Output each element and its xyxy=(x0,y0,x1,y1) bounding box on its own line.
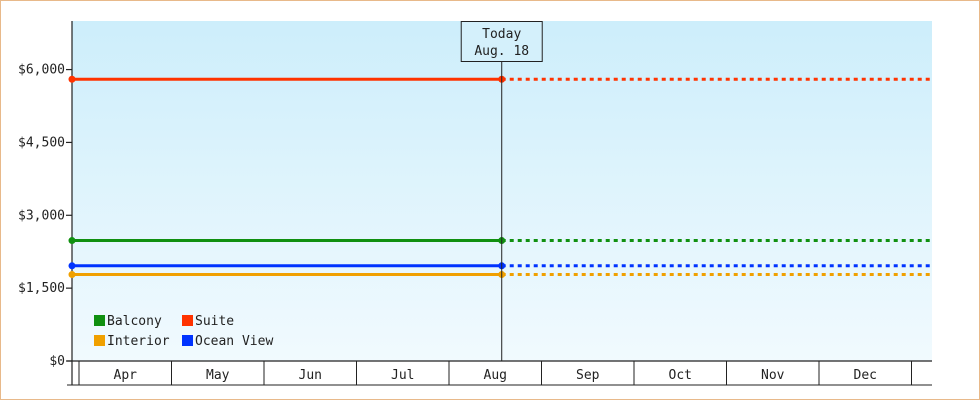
x-tick-label-sep: Sep xyxy=(576,368,600,383)
series-point-suite xyxy=(68,75,76,83)
x-tick-label-dec: Dec xyxy=(854,368,877,383)
x-tick-label-nov: Nov xyxy=(761,368,785,383)
y-tick-label: $4,500 xyxy=(18,135,65,150)
legend-label-interior: Interior xyxy=(107,334,170,349)
series-point-interior xyxy=(68,271,76,279)
today-box xyxy=(460,21,543,62)
legend-swatch-suite xyxy=(182,315,193,326)
x-tick-label-may: May xyxy=(206,368,230,383)
legend-swatch-ocean-view xyxy=(182,335,193,346)
legend-swatch-interior xyxy=(94,335,105,346)
series-point-ocean-view xyxy=(68,262,76,270)
legend-label-ocean-view: Ocean View xyxy=(195,334,273,349)
x-tick-label-aug: Aug xyxy=(484,368,507,383)
today-label: Today xyxy=(482,27,521,42)
y-tick-label: $6,000 xyxy=(18,63,65,78)
x-tick-label-apr: Apr xyxy=(114,368,138,383)
series-point-balcony xyxy=(68,237,76,245)
today-date: Aug. 18 xyxy=(474,44,529,59)
y-tick-label: $0 xyxy=(49,354,65,369)
x-tick-label-jul: Jul xyxy=(391,368,414,383)
legend-label-balcony: Balcony xyxy=(107,314,162,329)
y-tick-label: $3,000 xyxy=(18,208,65,223)
x-tick-label-jun: Jun xyxy=(299,368,322,383)
legend-swatch-balcony xyxy=(94,315,105,326)
legend-label-suite: Suite xyxy=(195,314,234,329)
y-tick-label: $1,500 xyxy=(18,281,65,296)
x-tick-label-oct: Oct xyxy=(669,368,692,383)
